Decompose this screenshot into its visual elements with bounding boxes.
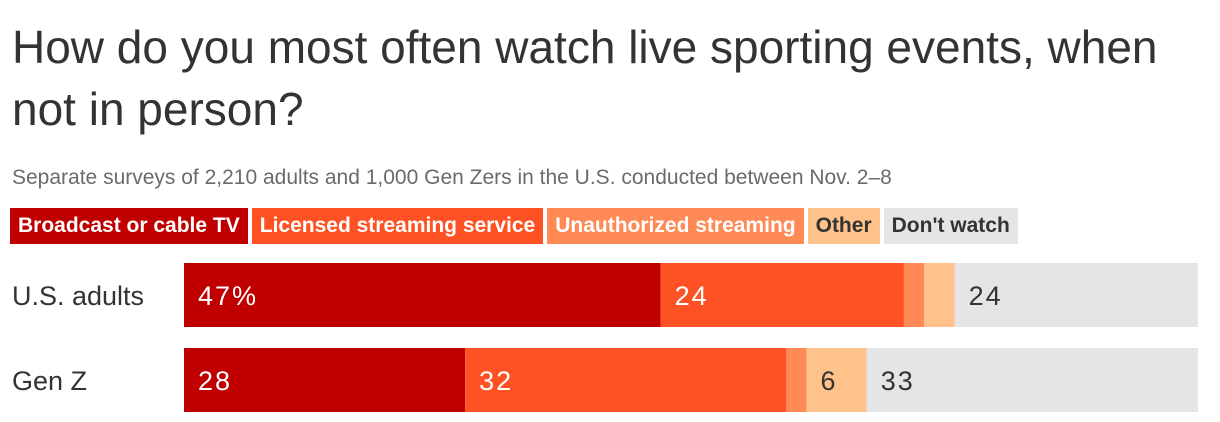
data-label: 47% [198,281,258,311]
bar-segment [866,348,1198,412]
stacked-bar-chart: U.S. adults 47% 24 24 Gen Z 28 32 6 33 [12,263,1198,412]
data-label: 28 [198,366,232,396]
chart-title: How do you most often watch live sportin… [12,21,1158,135]
category-label: Gen Z [12,366,87,396]
chart-subtitle: Separate surveys of 2,210 adults and 1,0… [12,166,892,189]
legend-item-don-t-watch: Don't watch [883,208,1018,244]
bar-segment [660,263,904,327]
bar-segment [806,348,867,412]
data-label: 32 [479,366,513,396]
legend-item-other: Other [807,208,880,244]
data-label: 33 [881,366,915,396]
bar-segment [924,263,955,327]
bar-segment [903,263,925,327]
bar-segment [184,263,661,327]
data-label: 24 [675,281,709,311]
legend-item-broadcast-or-cable-tv: Broadcast or cable TV [10,208,248,244]
bar-segment [184,348,466,412]
category-label: U.S. adults [12,281,144,311]
chart-legend: Broadcast or cable TV Licensed streaming … [10,208,1018,244]
bar-segment [465,348,787,412]
bar-segment [786,348,807,412]
data-label: 6 [820,366,837,396]
data-label: 24 [969,281,1003,311]
legend-item-unauthorized-streaming: Unauthorized streaming [547,208,804,244]
bar-segment [954,263,1198,327]
legend-item-licensed-streaming-service: Licensed streaming service [251,208,544,244]
